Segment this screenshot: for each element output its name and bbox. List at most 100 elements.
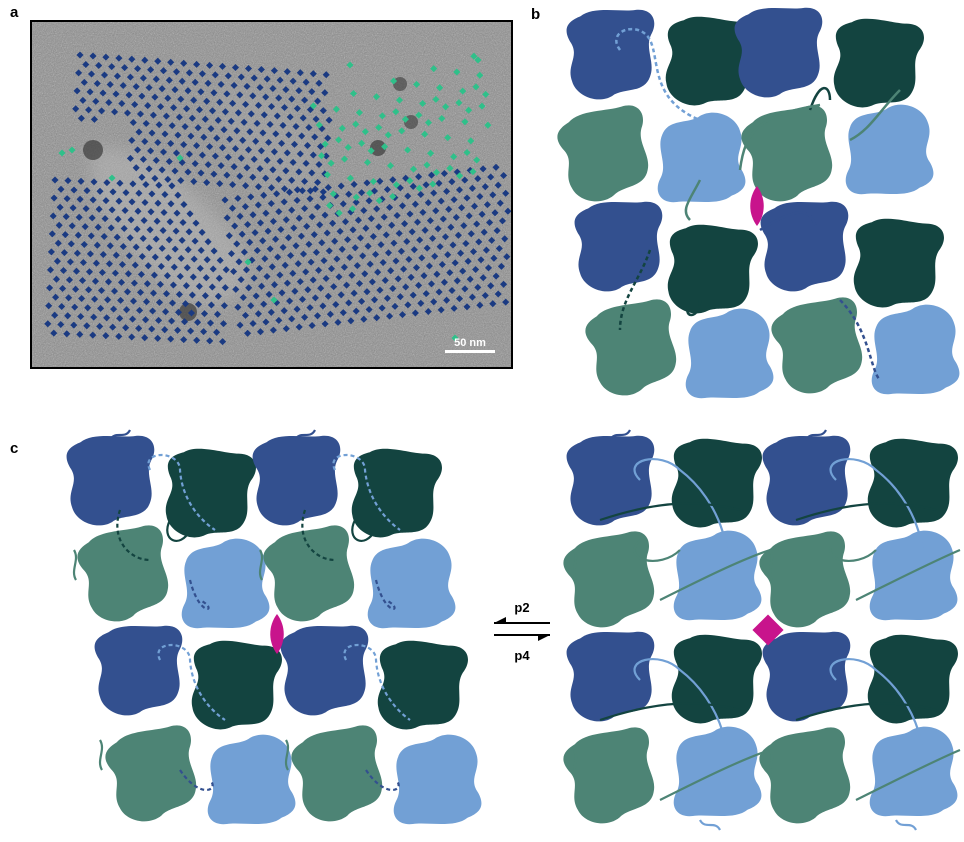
particle-marker [335,273,343,281]
protomer-light-blue [207,734,296,825]
particle-marker [69,204,77,212]
protomer-light-blue [871,304,960,395]
particle-marker [76,330,84,338]
particle-marker [455,295,464,303]
particle-marker [183,264,191,272]
ice-channel [90,148,248,305]
particle-marker [208,107,217,115]
particle-marker [260,111,268,119]
particle-marker [245,284,253,292]
particle-marker [262,174,270,182]
particle-marker [236,91,244,99]
particle-marker [108,206,116,214]
particle-marker [223,171,231,179]
particle-marker [276,271,284,279]
particle-marker [288,95,296,103]
particle-marker [128,333,136,341]
particle-marker [85,268,94,276]
particle-marker [75,213,83,221]
particle-marker [502,298,510,306]
particle-marker [430,189,438,197]
particle-marker [140,216,148,225]
particle-marker [447,223,455,231]
particle-marker [275,94,283,102]
particle-marker [159,148,168,156]
particle-marker [216,256,224,264]
particle-marker [180,336,188,344]
particle-marker [172,227,180,235]
particle-marker [155,181,163,189]
particle-marker [374,268,382,276]
particle-marker [272,235,280,243]
particle-marker [97,304,105,312]
protomer-light-blue [673,530,762,621]
particle-marker [338,124,346,132]
particle-marker [419,99,427,108]
particle-marker [280,103,289,112]
particle-marker [455,186,464,194]
particle-marker [147,208,155,216]
particle-marker [266,120,274,128]
particle-marker [259,237,267,245]
particle-marker [363,288,371,296]
particle-marker [130,279,138,287]
particle-marker [152,156,160,164]
particle-marker [134,65,142,73]
particle-marker [158,244,166,252]
particle-marker [194,124,202,132]
particle-marker [278,289,286,297]
particle-marker [203,97,211,105]
particle-marker [220,302,228,310]
particle-marker [263,75,271,83]
lattice-diagram-c-right [559,429,961,831]
particle-marker [98,107,106,115]
protomer-dark-green [664,629,764,731]
particle-marker [264,227,272,235]
particle-marker [162,290,171,298]
particle-marker [160,208,168,217]
particle-marker [218,62,227,70]
particle-marker [383,185,391,194]
particle-marker [411,309,419,317]
particle-marker [283,279,291,287]
particle-marker [121,206,129,215]
particle-marker [435,288,443,296]
particle-marker [354,216,362,224]
particle-marker [187,309,196,317]
particle-marker [148,190,156,198]
particle-marker [398,311,407,319]
particle-marker [289,77,297,85]
particle-marker [470,202,479,210]
particle-marker [174,308,183,316]
particle-marker [123,288,132,296]
particle-marker [185,69,193,77]
particle-marker [369,232,377,241]
particle-marker [186,210,194,218]
particle-marker [179,218,187,227]
particle-marker [388,221,396,229]
particle-marker [402,283,410,291]
particle-marker [244,220,252,229]
particle-marker [100,232,108,241]
particle-marker [256,219,265,227]
particle-marker [101,215,109,223]
particle-marker [262,209,270,217]
particle-marker [71,303,79,311]
particle-marker [211,152,219,160]
particle-marker [203,178,211,187]
particle-marker [475,238,483,246]
particle-marker [296,278,304,286]
particle-marker [484,121,492,129]
particle-marker [147,66,155,74]
particle-marker [299,114,307,122]
particle-marker [242,100,250,108]
particle-marker [316,142,325,151]
particle-marker [208,283,216,291]
particle-marker [359,252,367,260]
particle-marker [51,311,59,319]
particle-marker [148,129,156,137]
particle-marker [432,168,441,176]
particle-marker [79,96,87,104]
particle-marker [329,190,337,198]
